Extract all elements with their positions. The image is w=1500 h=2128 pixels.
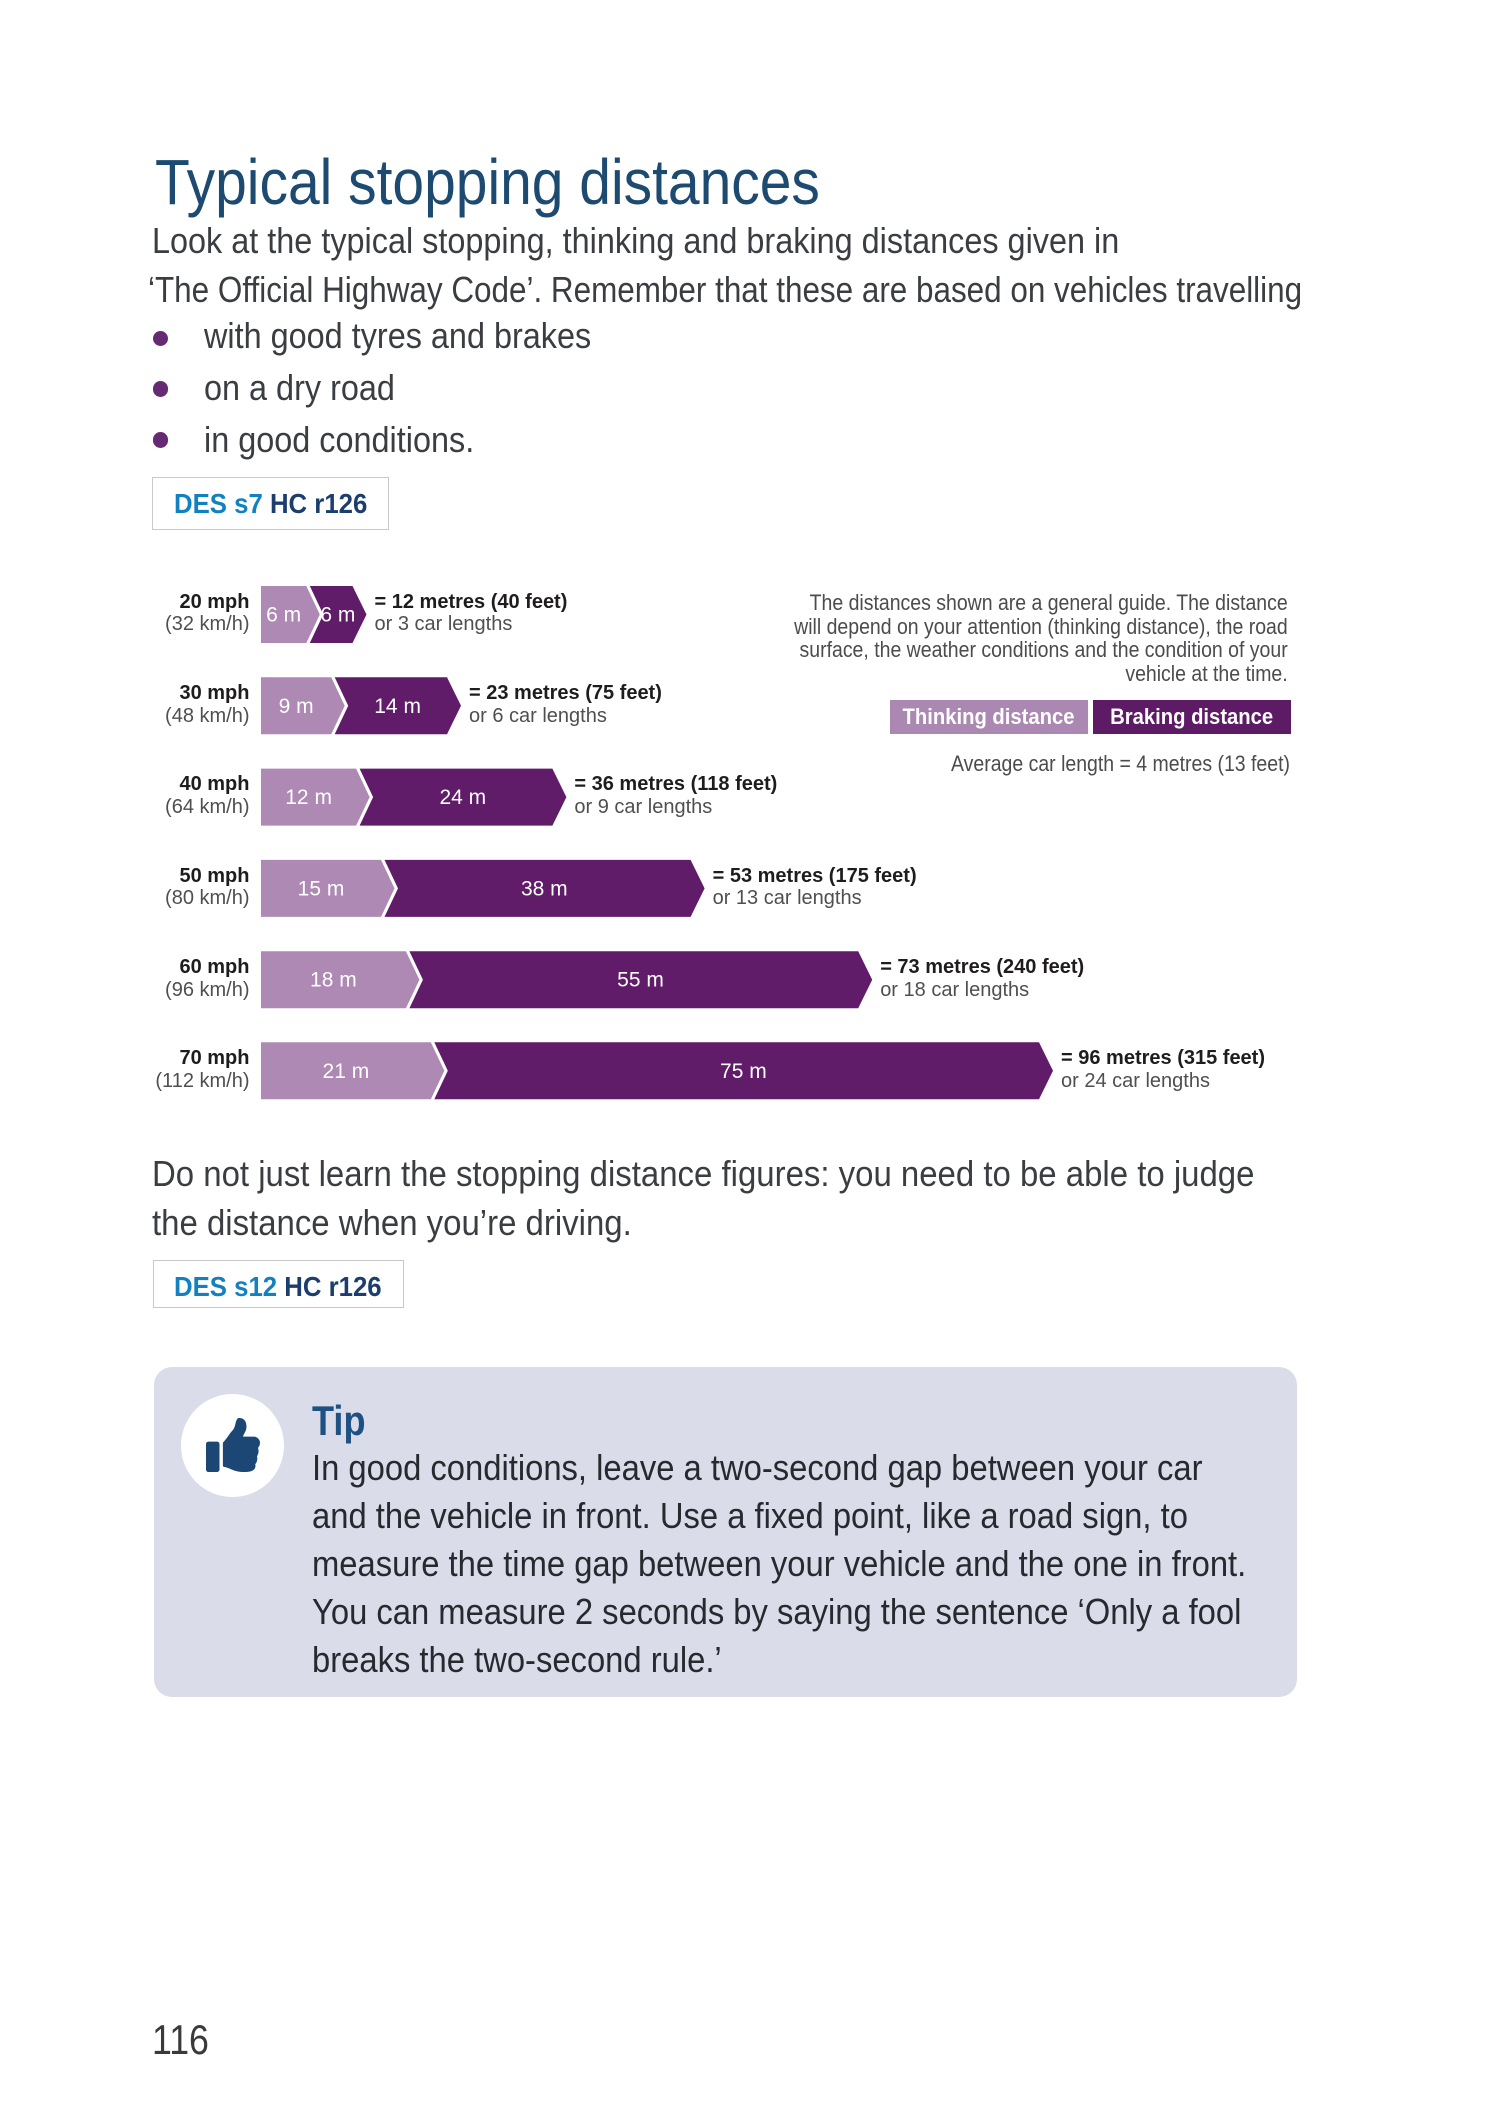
svg-text:6 m: 6 m: [266, 604, 301, 627]
svg-text:21 m: 21 m: [323, 1060, 370, 1083]
svg-text:24 m: 24 m: [439, 786, 486, 809]
svg-text:12 m: 12 m: [285, 786, 332, 809]
svg-text:6 m: 6 m: [320, 604, 355, 627]
svg-text:18 m: 18 m: [310, 969, 357, 992]
svg-text:15 m: 15 m: [298, 877, 345, 900]
svg-text:9 m: 9 m: [279, 695, 314, 718]
svg-text:55 m: 55 m: [617, 969, 664, 992]
svg-text:38 m: 38 m: [521, 877, 568, 900]
svg-text:14 m: 14 m: [374, 695, 421, 718]
svg-text:75 m: 75 m: [720, 1060, 767, 1083]
